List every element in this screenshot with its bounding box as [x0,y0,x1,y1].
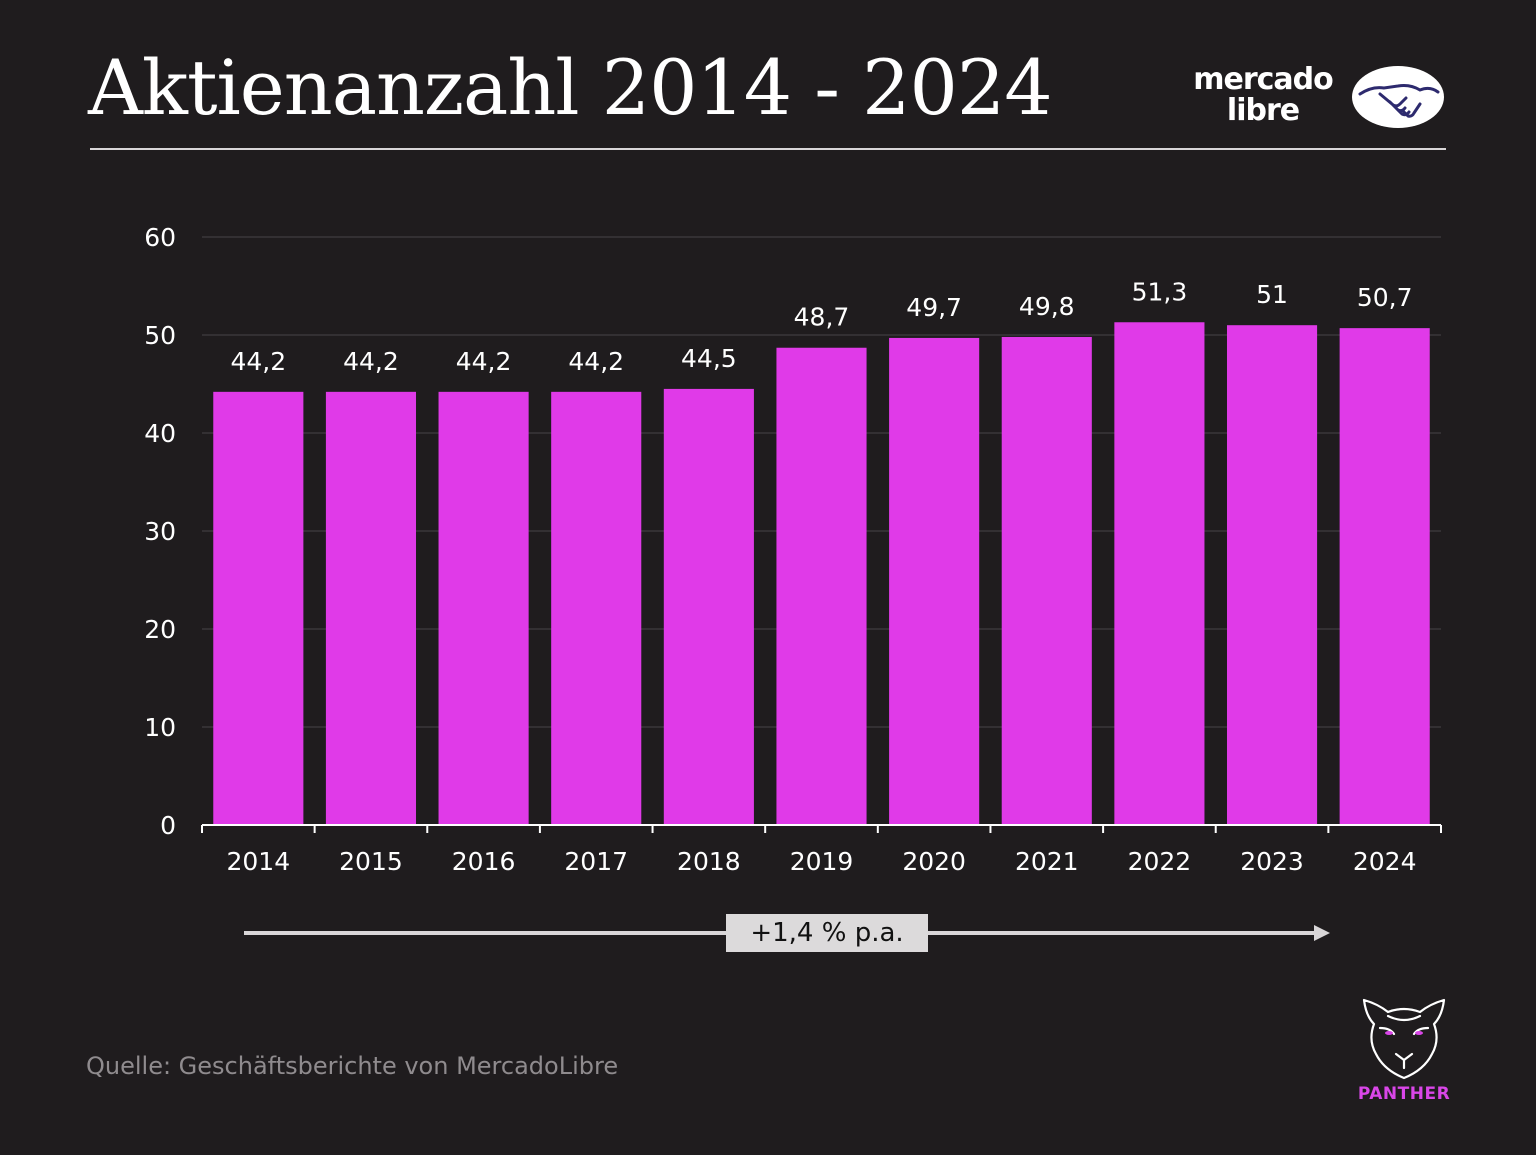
data-label: 44,2 [230,347,286,376]
data-label: 51 [1256,280,1288,309]
data-label: 49,7 [906,293,962,322]
bar [1001,336,1092,825]
panther-logo: PANTHER [1344,994,1464,1109]
x-tick-label: 2015 [339,847,403,876]
growth-trend-arrow: +1,4 % p.a. [244,914,1330,952]
x-tick-label: 2017 [564,847,628,876]
data-label: 50,7 [1357,283,1413,312]
bar-chart: 0 10 20 30 40 50 60 44,2 2014 44,2 2015 44,2 2016 44,… [144,223,1442,876]
data-label: 44,2 [343,347,399,376]
x-tick-label: 2018 [677,847,741,876]
panther-wordmark: PANTHER [1357,1084,1451,1104]
x-tick-label: 2019 [790,847,854,876]
bar [551,391,642,825]
x-tick-label: 2014 [227,847,291,876]
title-divider [90,148,1446,150]
bar [1114,322,1205,825]
growth-rate-label: +1,4 % p.a. [726,914,928,952]
y-tick-label: 20 [144,615,176,644]
data-label: 44,2 [456,347,512,376]
y-tick-label: 60 [144,223,176,252]
bar [663,388,754,825]
y-tick-label: 10 [144,713,176,742]
y-tick-label: 40 [144,419,176,448]
logo-line-2: libre [1226,93,1300,128]
mercadolibre-logo: mercado libre [1186,64,1448,136]
handshake-icon [1352,66,1444,128]
source-note: Quelle: Geschäftsberichte von MercadoLib… [86,1052,619,1080]
data-label: 48,7 [794,303,850,332]
x-tick-label: 2023 [1240,847,1304,876]
arrow-head-icon [1314,925,1330,941]
x-tick-label: 2024 [1353,847,1417,876]
bar [1226,325,1318,825]
bar [325,391,417,825]
y-tick-label: 50 [144,321,176,350]
bar [213,391,304,825]
logo-wordmark: mercado libre [1186,64,1340,126]
data-label: 44,5 [681,344,737,373]
y-tick-label: 0 [160,811,176,840]
panther-head-icon [1362,998,1446,1080]
data-label: 44,2 [568,347,624,376]
logo-line-1: mercado [1193,62,1334,97]
x-tick-label: 2020 [902,847,966,876]
y-tick-label: 30 [144,517,176,546]
x-tick-label: 2022 [1128,847,1192,876]
data-label: 49,8 [1019,292,1075,321]
bar [776,347,867,825]
bar [889,337,980,825]
chart-title: Aktienanzahl 2014 - 2024 [88,43,1053,132]
x-tick-label: 2021 [1015,847,1079,876]
bar [1339,328,1430,825]
bar [438,391,529,825]
data-label: 51,3 [1132,277,1188,306]
x-tick-label: 2016 [452,847,516,876]
